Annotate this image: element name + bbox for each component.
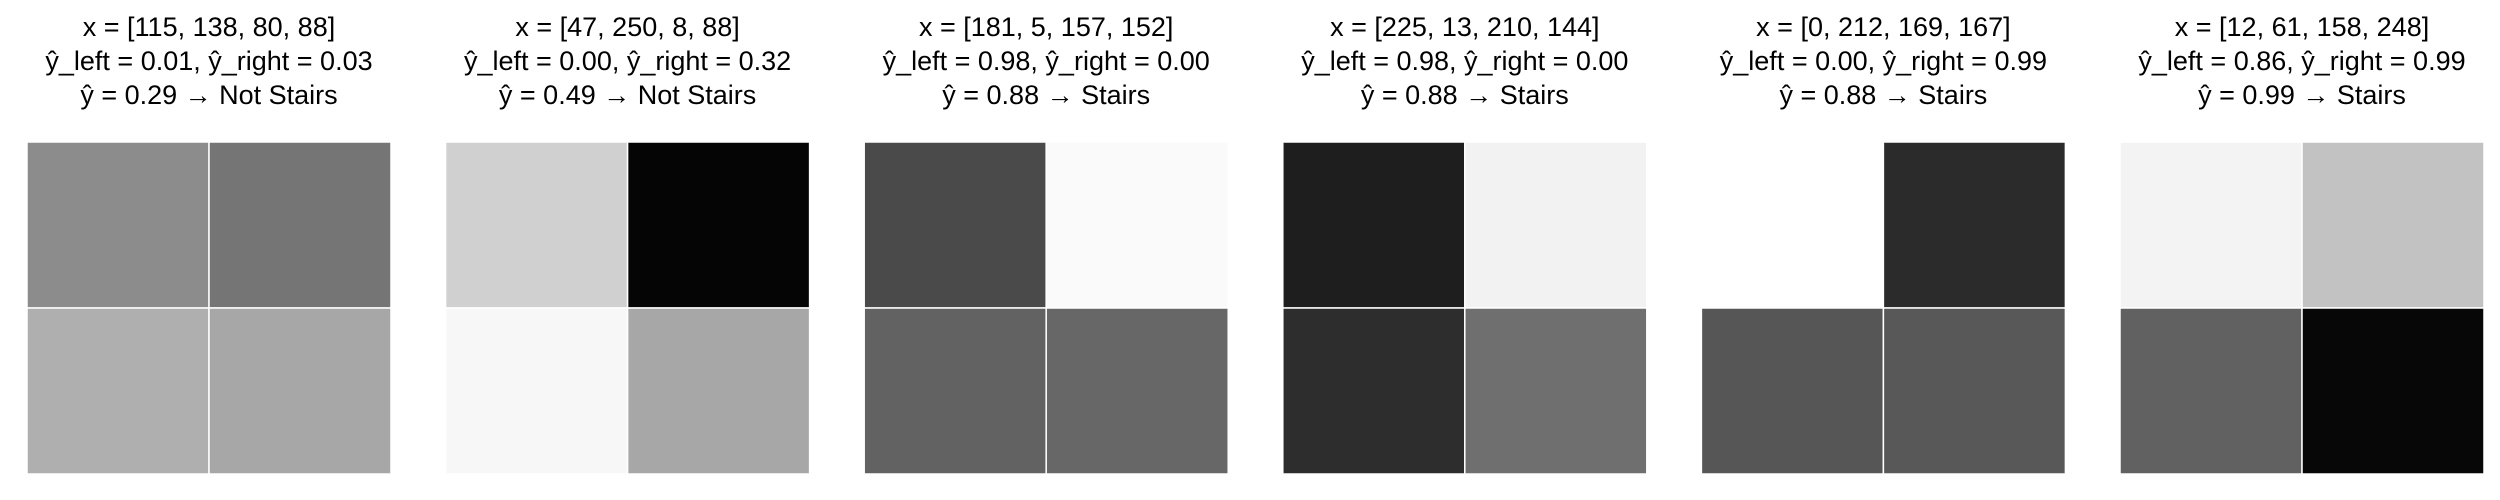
pixel-cell bbox=[1882, 141, 2067, 309]
panel-title: x = [0, 212, 169, 167] bbox=[1756, 12, 2010, 42]
panel-title: ŷ_left = 0.00, ŷ_right = 0.32 bbox=[464, 46, 791, 76]
panel-title: x = [47, 250, 8, 88] bbox=[515, 12, 739, 42]
pixel-cell bbox=[208, 307, 392, 475]
pixel-cell bbox=[1464, 307, 1648, 475]
pixel-cell bbox=[1700, 141, 1885, 309]
pixel-cell bbox=[444, 307, 629, 475]
pixel-cell bbox=[1464, 141, 1648, 309]
pixel-cell bbox=[444, 141, 629, 309]
panel-title: x = [115, 138, 80, 88] bbox=[83, 12, 335, 42]
panel-title: ŷ = 0.49 → Not Stairs bbox=[499, 80, 756, 110]
pixel-cell bbox=[2119, 141, 2303, 309]
pixel-cell bbox=[626, 307, 811, 475]
pixel-cell bbox=[1282, 307, 1466, 475]
pixel-cell bbox=[26, 141, 210, 309]
pixel-cell bbox=[208, 141, 392, 309]
panel-title: x = [12, 61, 158, 248] bbox=[2175, 12, 2429, 42]
panel-title: ŷ = 0.29 → Not Stairs bbox=[80, 80, 337, 110]
panel-title: ŷ = 0.88 → Stairs bbox=[1779, 80, 1987, 110]
panel-title: ŷ_left = 0.98, ŷ_right = 0.00 bbox=[883, 46, 1210, 76]
pixel-cell bbox=[1045, 141, 1229, 309]
panel-title: ŷ = 0.99 → Stairs bbox=[2198, 80, 2406, 110]
panel-title: ŷ = 0.88 → Stairs bbox=[1361, 80, 1569, 110]
pixel-cell bbox=[2301, 307, 2485, 475]
pixel-cell bbox=[863, 141, 1047, 309]
pixel-cell bbox=[1700, 307, 1885, 475]
panel-title: x = [181, 5, 157, 152] bbox=[919, 12, 1173, 42]
pixel-cell bbox=[1045, 307, 1229, 475]
pixel-cell bbox=[863, 307, 1047, 475]
panel-title: ŷ_left = 0.00, ŷ_right = 0.99 bbox=[1720, 46, 2047, 76]
pixel-cell bbox=[2301, 141, 2485, 309]
pixel-cell bbox=[1282, 141, 1466, 309]
pixel-cell bbox=[626, 141, 811, 309]
pixel-cell bbox=[2119, 307, 2303, 475]
pixel-cell bbox=[26, 307, 210, 475]
panel-title: ŷ_left = 0.86, ŷ_right = 0.99 bbox=[2138, 46, 2465, 76]
pixel-cell bbox=[1882, 307, 2067, 475]
panel-title: x = [225, 13, 210, 144] bbox=[1330, 12, 1599, 42]
panel-title: ŷ = 0.88 → Stairs bbox=[942, 80, 1150, 110]
panel-title: ŷ_left = 0.01, ŷ_right = 0.03 bbox=[45, 46, 372, 76]
panel-title: ŷ_left = 0.98, ŷ_right = 0.00 bbox=[1301, 46, 1628, 76]
